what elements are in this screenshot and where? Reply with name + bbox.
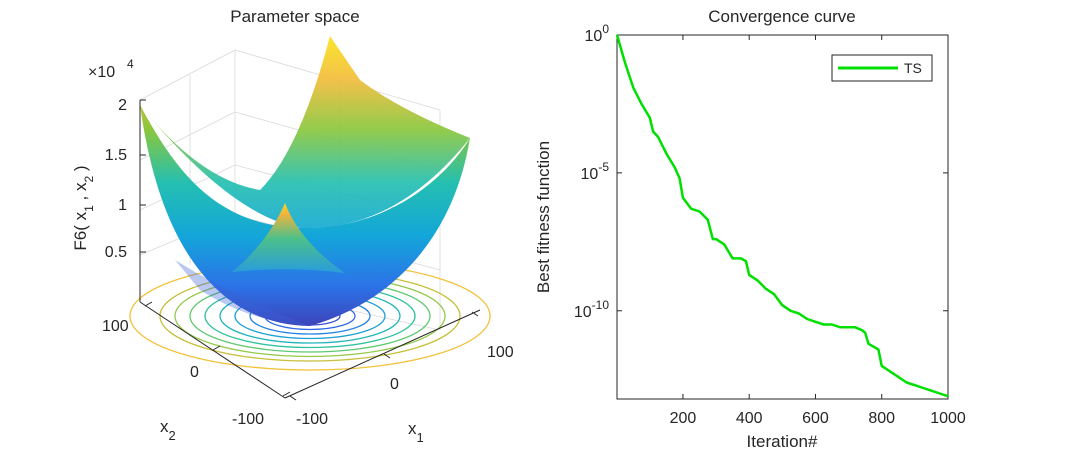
z-tick-1: 1 [118, 197, 127, 214]
surface-axes [139, 99, 481, 401]
convergence-plot: Convergence curve 200 400 600 800 1000 10010… [534, 7, 966, 451]
surface-plot: Parameter space ×10 4 2 1.5 1 0.5 100 0 … [71, 7, 514, 445]
z-exponent: ×10 4 [88, 57, 134, 81]
y-axis-label: Best fitness function [534, 141, 553, 293]
x-tick-label: 200 [670, 410, 697, 427]
x-axis-label: Iteration# [747, 432, 818, 451]
x1-axis-label: x1 [408, 419, 424, 445]
z-tick-1.5: 1.5 [105, 147, 127, 164]
x2-tick-100: 100 [102, 318, 129, 335]
x2-axis-label: x2 [160, 417, 176, 443]
x2-tick-0: 0 [190, 364, 199, 381]
surface-title: Parameter space [230, 7, 359, 26]
x2-tick-neg100: -100 [232, 411, 264, 428]
surface-outer [140, 105, 470, 326]
legend: TS [831, 54, 933, 82]
x-tick-label: 1000 [930, 410, 966, 427]
z-axis-label: F6( x1 , x2 ) [71, 165, 96, 250]
z-tick-2: 2 [118, 97, 127, 114]
x-tick-label: 600 [802, 410, 829, 427]
x-tick-label: 400 [736, 410, 763, 427]
surface-inner-peak [232, 203, 345, 273]
x1-tick-neg100: -100 [296, 411, 328, 428]
x1-tick-100: 100 [487, 344, 514, 361]
z-tick-0.5: 0.5 [105, 244, 127, 261]
series-line-ts [615, 34, 949, 398]
y-ticks: 100 10-5 10-10 [574, 22, 948, 321]
convergence-title: Convergence curve [708, 7, 855, 26]
x1-tick-0: 0 [390, 376, 399, 393]
surface-back-wall [140, 36, 470, 229]
y-tick-label: 100 [585, 22, 610, 45]
convergence-axes-box [616, 34, 949, 400]
y-tick-label: 10-10 [574, 298, 609, 321]
z-exponent-base: ×10 [88, 64, 115, 81]
legend-label-ts: TS [904, 60, 922, 76]
z-exponent-power: 4 [127, 57, 134, 71]
x-ticks: 200 400 600 800 1000 [670, 35, 966, 427]
y-tick-label: 10-5 [581, 160, 610, 183]
x-tick-label: 800 [868, 410, 895, 427]
